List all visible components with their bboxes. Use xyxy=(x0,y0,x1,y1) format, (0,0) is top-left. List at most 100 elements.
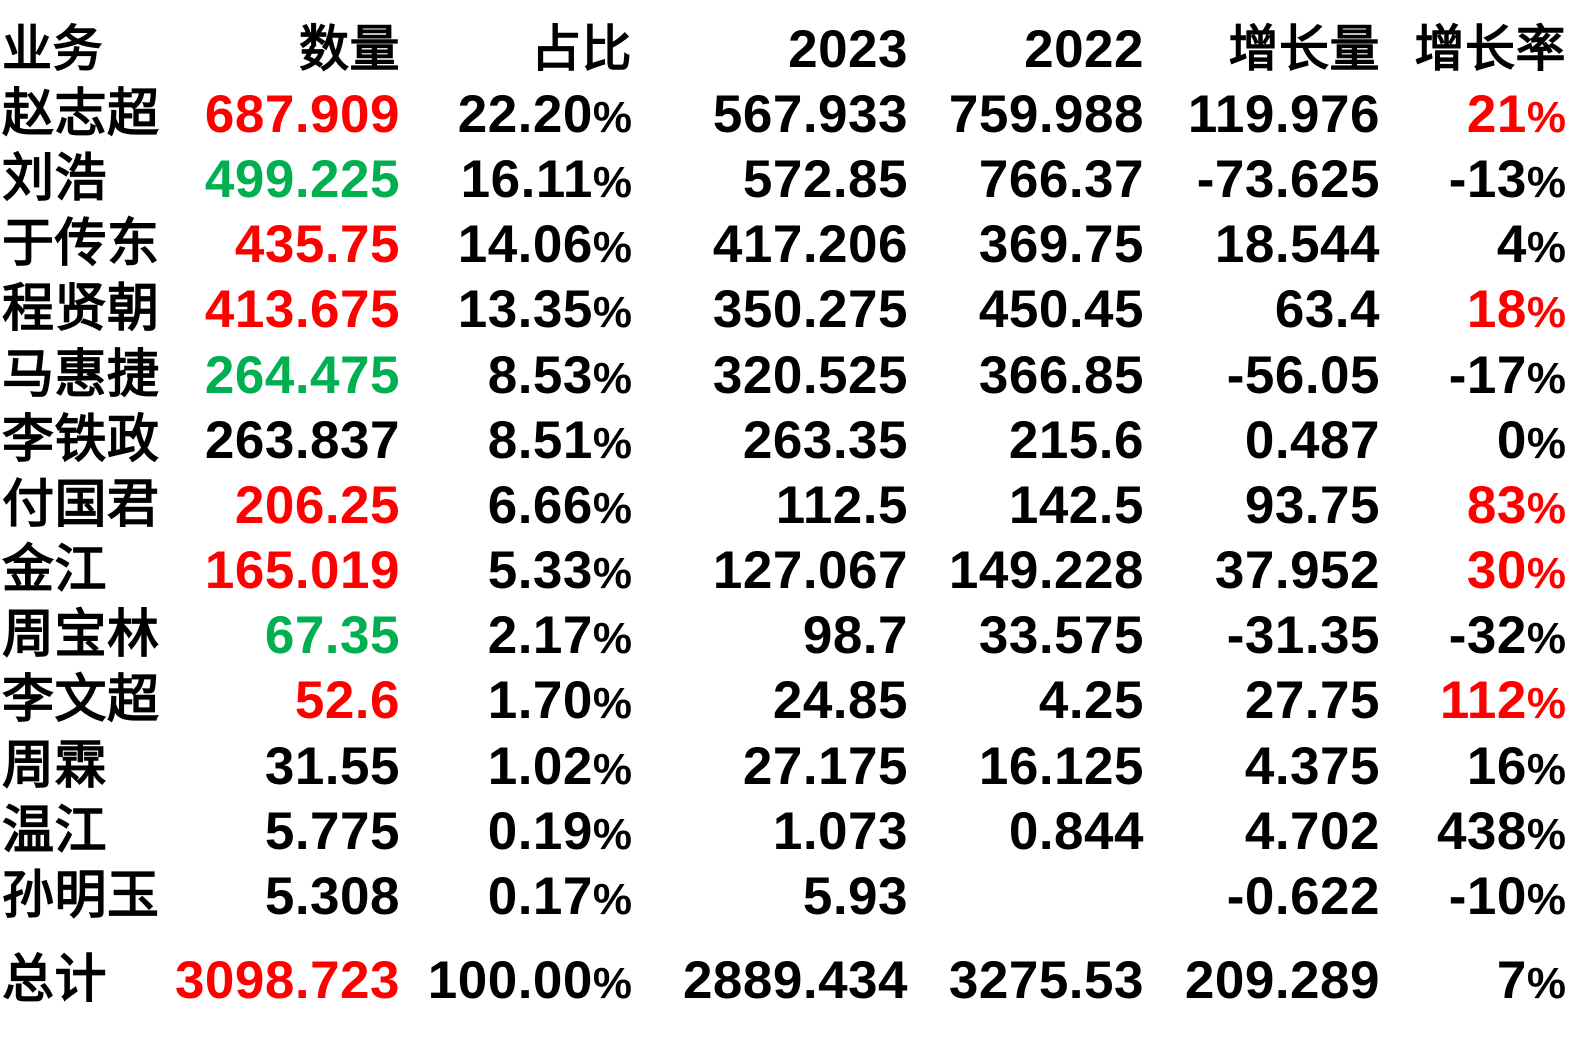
growth-amount-cell: -0.622 xyxy=(1226,867,1380,926)
value-2022-cell: 4.25 xyxy=(1038,671,1144,730)
growth-rate-cell: 4% xyxy=(1496,215,1566,274)
name-cell: 赵志超 xyxy=(2,84,160,144)
name-cell: 于传东 xyxy=(2,214,160,274)
growth-amount-cell: 27.75 xyxy=(1244,671,1380,730)
growth-amount-cell: 37.952 xyxy=(1214,541,1380,600)
value-2023-cell: 417.206 xyxy=(712,215,908,274)
value-2022-cell: 215.6 xyxy=(1008,411,1144,470)
quantity-cell: 499.225 xyxy=(204,150,400,209)
growth-rate-cell: 83% xyxy=(1466,476,1566,535)
share-cell: 5.33% xyxy=(487,541,632,600)
header-2023: 2023 xyxy=(788,20,908,79)
value-2023-cell: 1.073 xyxy=(772,802,908,861)
value-2022-cell xyxy=(908,864,1144,929)
value-2023-cell: 127.067 xyxy=(712,541,908,600)
growth-rate-cell: 0% xyxy=(1496,411,1566,470)
name-cell: 周宝林 xyxy=(2,605,160,665)
share-cell: 2.17% xyxy=(487,606,632,665)
value-2022-cell: 450.45 xyxy=(978,280,1144,339)
name-cell: 付国君 xyxy=(2,475,160,535)
quantity-cell: 67.35 xyxy=(264,606,400,665)
share-cell: 0.19% xyxy=(487,802,632,861)
growth-rate-cell: 18% xyxy=(1466,280,1566,339)
value-2023-cell: 320.525 xyxy=(712,346,908,405)
table-row: 付国君 206.25 6.66% 112.5 142.5 93.75 83% xyxy=(0,473,1588,538)
table-row: 李铁政 263.837 8.51% 263.35 215.6 0.487 0% xyxy=(0,408,1588,473)
quantity-cell: 3098.723 xyxy=(174,951,400,1010)
quantity-cell: 31.55 xyxy=(264,737,400,796)
value-2022-cell: 142.5 xyxy=(1008,476,1144,535)
value-2022-cell: 3275.53 xyxy=(948,951,1144,1010)
table-row: 李文超 52.6 1.70% 24.85 4.25 27.75 112% xyxy=(0,668,1588,733)
name-cell: 刘浩 xyxy=(2,149,108,209)
growth-amount-cell: 63.4 xyxy=(1274,280,1380,339)
share-cell: 14.06% xyxy=(457,215,632,274)
share-cell: 100.00% xyxy=(427,951,632,1010)
share-cell: 6.66% xyxy=(487,476,632,535)
name-cell: 马惠捷 xyxy=(2,345,160,405)
table-row: 程贤朝 413.675 13.35% 350.275 450.45 63.4 18% xyxy=(0,277,1588,342)
growth-rate-cell: 30% xyxy=(1466,541,1566,600)
growth-amount-cell: -73.625 xyxy=(1196,150,1380,209)
table-row: 马惠捷 264.475 8.53% 320.525 366.85 -56.05 -17% xyxy=(0,343,1588,408)
growth-rate-cell: -13% xyxy=(1448,150,1566,209)
value-2022-cell: 759.988 xyxy=(948,85,1144,144)
header-share: 占比 xyxy=(531,20,632,78)
growth-amount-cell: -31.35 xyxy=(1226,606,1380,665)
table-row: 赵志超 687.909 22.20% 567.933 759.988 119.976 21% xyxy=(0,82,1588,147)
table-row: 于传东 435.75 14.06% 417.206 369.75 18.544 4% xyxy=(0,212,1588,277)
growth-amount-cell: 93.75 xyxy=(1244,476,1380,535)
value-2022-cell: 369.75 xyxy=(978,215,1144,274)
value-2023-cell: 567.933 xyxy=(712,85,908,144)
growth-rate-cell: 7% xyxy=(1496,951,1566,1010)
name-cell: 温江 xyxy=(2,801,108,861)
header-2022: 2022 xyxy=(1024,20,1144,79)
growth-amount-cell: 209.289 xyxy=(1184,951,1380,1010)
value-2022-cell: 33.575 xyxy=(978,606,1144,665)
growth-rate-cell: 112% xyxy=(1439,671,1566,730)
value-2023-cell: 2889.434 xyxy=(682,951,908,1010)
name-cell: 程贤朝 xyxy=(2,279,160,339)
growth-rate-cell: -10% xyxy=(1448,867,1566,926)
name-cell: 金江 xyxy=(2,540,108,600)
quantity-cell: 263.837 xyxy=(204,411,400,470)
growth-amount-cell: 4.702 xyxy=(1244,802,1380,861)
table-row: 周宝林 67.35 2.17% 98.7 33.575 -31.35 -32% xyxy=(0,603,1588,668)
quantity-cell: 5.775 xyxy=(264,802,400,861)
name-cell: 周霖 xyxy=(2,736,108,796)
growth-rate-cell: 16% xyxy=(1466,737,1566,796)
value-2023-cell: 263.35 xyxy=(742,411,908,470)
header-growth-amount: 增长量 xyxy=(1228,20,1380,78)
share-cell: 1.02% xyxy=(487,737,632,796)
growth-rate-cell: -32% xyxy=(1448,606,1566,665)
value-2023-cell: 572.85 xyxy=(742,150,908,209)
quantity-cell: 264.475 xyxy=(204,346,400,405)
share-cell: 8.53% xyxy=(487,346,632,405)
share-cell: 13.35% xyxy=(457,280,632,339)
table-row: 刘浩 499.225 16.11% 572.85 766.37 -73.625 -13% xyxy=(0,147,1588,212)
name-cell: 李文超 xyxy=(2,670,160,730)
value-2023-cell: 5.93 xyxy=(802,867,908,926)
quantity-cell: 52.6 xyxy=(294,671,400,730)
header-quantity: 数量 xyxy=(299,20,400,78)
share-cell: 22.20% xyxy=(457,85,632,144)
value-2023-cell: 24.85 xyxy=(772,671,908,730)
value-2023-cell: 98.7 xyxy=(802,606,908,665)
value-2022-cell: 16.125 xyxy=(978,737,1144,796)
name-cell: 总计 xyxy=(2,950,108,1010)
share-cell: 16.11% xyxy=(460,150,632,209)
quantity-cell: 206.25 xyxy=(234,476,400,535)
quantity-cell: 165.019 xyxy=(204,541,400,600)
table-row: 孙明玉 5.308 0.17% 5.93 -0.622 -10% xyxy=(0,864,1588,929)
quantity-cell: 687.909 xyxy=(204,85,400,144)
name-cell: 孙明玉 xyxy=(2,866,160,926)
growth-rate-cell: 21% xyxy=(1466,85,1566,144)
total-row: 总计 3098.723 100.00% 2889.434 3275.53 209.289 7… xyxy=(0,948,1588,1013)
header-row: 业务 数量 占比 2023 2022 增长量 增长率 xyxy=(0,17,1588,82)
name-cell: 李铁政 xyxy=(2,410,160,470)
growth-rate-cell: 438% xyxy=(1436,802,1566,861)
value-2022-cell: 0.844 xyxy=(1008,802,1144,861)
growth-amount-cell: 18.544 xyxy=(1214,215,1380,274)
share-cell: 8.51% xyxy=(487,411,632,470)
